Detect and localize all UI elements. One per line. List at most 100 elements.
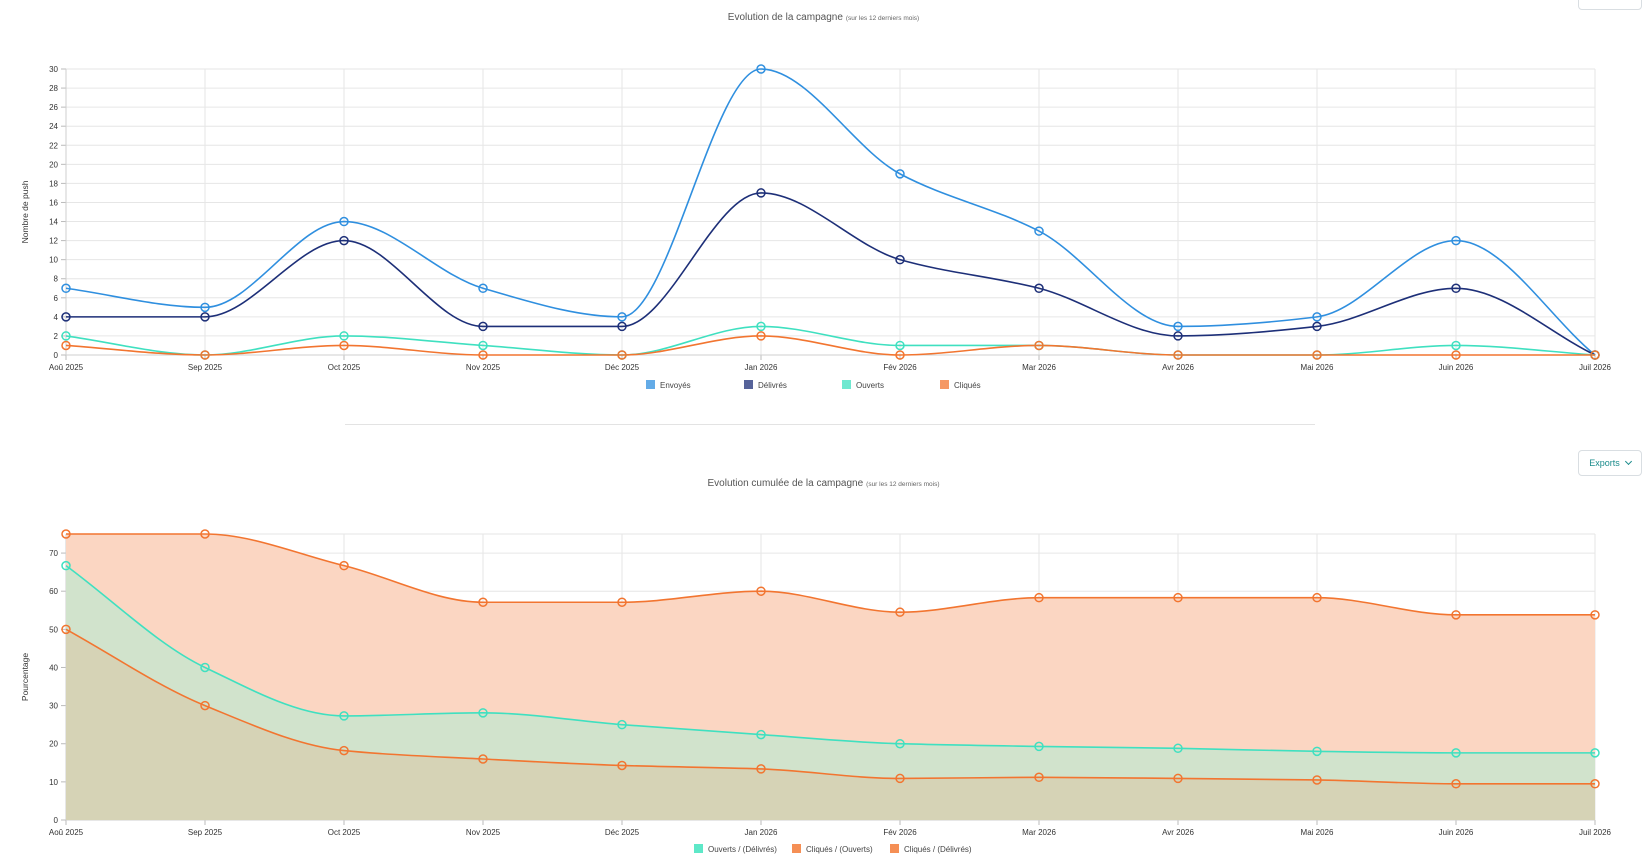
data-point xyxy=(1590,748,1600,758)
x-tick-label: Fév 2026 xyxy=(883,363,917,372)
data-point xyxy=(200,350,210,360)
data-point xyxy=(61,312,71,322)
data-point xyxy=(339,216,349,227)
data-point xyxy=(1312,746,1322,757)
data-point xyxy=(617,321,627,332)
x-tick-label: Juil 2026 xyxy=(1579,363,1612,372)
data-point xyxy=(200,700,210,711)
series-area xyxy=(66,565,1595,820)
y-tick-label: 0 xyxy=(54,816,59,825)
legend-label: Ouverts xyxy=(856,381,884,390)
data-point xyxy=(61,624,71,635)
data-point xyxy=(1173,331,1183,341)
data-point xyxy=(1312,312,1322,322)
data-point xyxy=(1034,772,1044,783)
y-tick-label: 18 xyxy=(49,179,58,188)
data-point xyxy=(1451,235,1461,246)
data-point xyxy=(61,529,71,539)
chart2-title-text: Evolution cumulée de la campagne xyxy=(707,478,864,489)
data-point xyxy=(1590,350,1600,360)
data-point xyxy=(1312,350,1322,360)
legend-label: Délivrés xyxy=(758,381,787,390)
y-tick-label: 2 xyxy=(54,332,59,341)
y-tick-label: 50 xyxy=(49,625,58,634)
y-tick-label: 6 xyxy=(54,294,59,303)
data-point xyxy=(1312,321,1322,332)
data-point xyxy=(1451,779,1461,789)
x-tick-label: Déc 2025 xyxy=(605,363,640,372)
x-tick-label: Fév 2026 xyxy=(883,828,917,837)
legend-swatch xyxy=(940,380,949,389)
y-tick-label: 30 xyxy=(49,702,58,711)
data-point xyxy=(339,235,349,246)
chart1-title: Evolution de la campagne (sur les 12 dern… xyxy=(0,12,1647,23)
x-tick-label: Mar 2026 xyxy=(1022,363,1056,372)
y-tick-label: 12 xyxy=(49,237,58,246)
y-axis-title: Pourcentage xyxy=(20,653,30,701)
series-line xyxy=(65,335,1595,356)
data-point xyxy=(1173,773,1183,784)
series-line xyxy=(65,628,1595,785)
y-tick-label: 14 xyxy=(49,218,58,227)
data-point xyxy=(1034,226,1044,236)
y-tick-label: 16 xyxy=(49,198,58,207)
legend-label: Cliqués / (Délivrés) xyxy=(904,845,972,854)
x-tick-label: Jan 2026 xyxy=(745,363,778,372)
y-tick-label: 60 xyxy=(49,587,58,596)
data-point xyxy=(200,302,210,313)
legend-swatch xyxy=(744,380,753,389)
data-point xyxy=(61,331,71,341)
data-point xyxy=(61,340,71,351)
x-tick-label: Avr 2026 xyxy=(1162,363,1194,372)
series-line xyxy=(65,533,1595,616)
y-tick-label: 8 xyxy=(54,275,59,284)
y-tick-label: 10 xyxy=(49,256,58,265)
legend-swatch xyxy=(694,844,703,853)
data-point xyxy=(1451,610,1461,620)
data-point xyxy=(895,254,905,265)
x-tick-label: Aoû 2025 xyxy=(49,828,84,837)
data-point xyxy=(1034,283,1044,294)
data-point xyxy=(617,760,627,771)
y-tick-label: 0 xyxy=(54,351,59,360)
legend-label: Cliqués xyxy=(954,381,981,390)
data-point xyxy=(1173,743,1183,754)
y-tick-label: 4 xyxy=(54,313,59,322)
chart1-exports-button[interactable] xyxy=(1578,0,1642,10)
data-point xyxy=(1451,283,1461,294)
data-point xyxy=(1173,321,1183,332)
data-point xyxy=(339,711,349,721)
x-tick-label: Mai 2026 xyxy=(1301,363,1334,372)
data-point xyxy=(478,754,488,764)
data-point xyxy=(895,350,905,360)
x-tick-label: Juin 2026 xyxy=(1439,363,1474,372)
chart2-exports-button[interactable]: Exports xyxy=(1578,450,1642,476)
data-point xyxy=(1173,592,1183,603)
legend-swatch xyxy=(792,844,801,853)
data-point xyxy=(1451,748,1461,758)
exports-label: Exports xyxy=(1589,458,1620,468)
data-point xyxy=(478,340,488,351)
data-point xyxy=(895,340,905,351)
x-tick-label: Avr 2026 xyxy=(1162,828,1194,837)
x-tick-label: Mar 2026 xyxy=(1022,828,1056,837)
x-tick-label: Nov 2025 xyxy=(466,363,501,372)
data-point xyxy=(756,331,766,341)
data-point xyxy=(617,719,627,730)
y-tick-label: 20 xyxy=(49,740,58,749)
data-point xyxy=(1034,340,1044,351)
data-point xyxy=(756,729,766,740)
x-tick-label: Oct 2025 xyxy=(328,828,361,837)
data-point xyxy=(617,350,627,360)
data-point xyxy=(756,764,766,774)
y-tick-label: 30 xyxy=(49,65,58,74)
x-tick-label: Aoû 2025 xyxy=(49,363,84,372)
data-point xyxy=(895,773,905,784)
data-point xyxy=(200,529,210,539)
y-tick-label: 20 xyxy=(49,160,58,169)
data-point xyxy=(478,350,488,360)
data-point xyxy=(1590,779,1600,789)
data-point xyxy=(339,340,349,351)
series-line xyxy=(65,565,1595,754)
